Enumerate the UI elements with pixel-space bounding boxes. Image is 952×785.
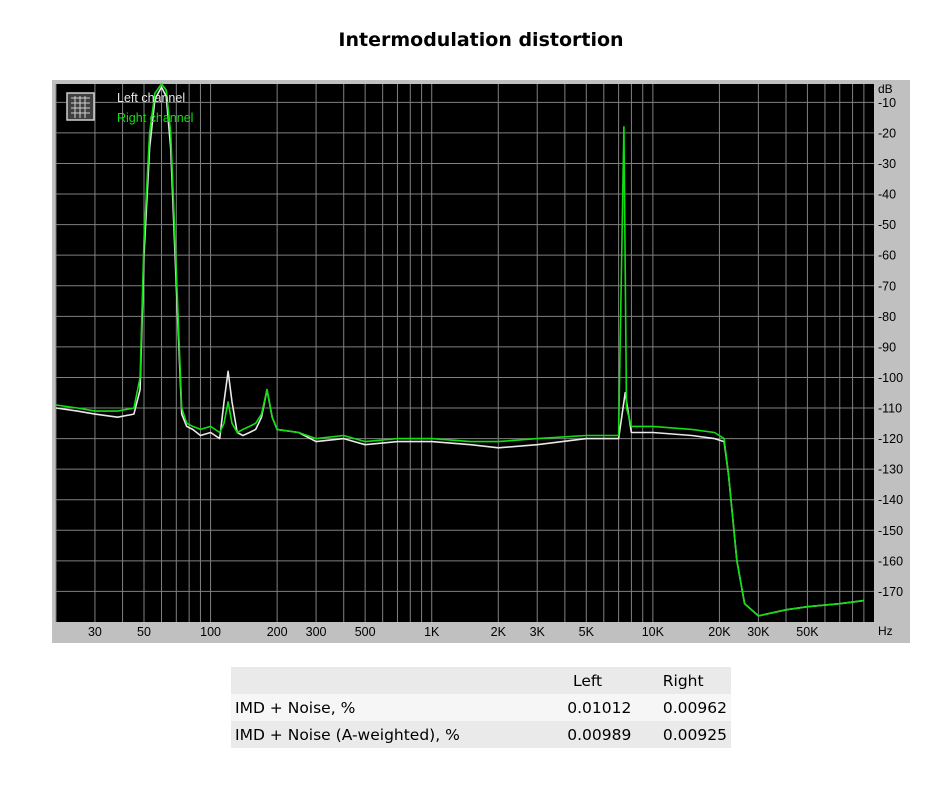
x-tick-label: 50K bbox=[796, 625, 819, 639]
x-axis-ticks: 30 50 100 200 300 500 1K 2K 3K 5K 10K 20K 30K 50K bbox=[88, 625, 819, 639]
x-tick-label: 10K bbox=[642, 625, 665, 639]
y-tick-label: -80 bbox=[878, 310, 896, 324]
results-row-label: IMD + Noise (A-weighted), % bbox=[235, 725, 460, 744]
results-header-left: Left bbox=[572, 671, 603, 690]
y-tick-label: -50 bbox=[878, 218, 896, 232]
x-tick-label: 1K bbox=[424, 625, 440, 639]
y-tick-label: -140 bbox=[878, 493, 903, 507]
results-row-left-value: 0.01012 bbox=[567, 698, 632, 717]
results-header-row: Left Right bbox=[231, 667, 731, 694]
series-line-right-channel bbox=[55, 83, 865, 617]
y-tick-label: -30 bbox=[878, 157, 896, 171]
y-tick-label: -110 bbox=[878, 402, 902, 416]
results-row-right-value: 0.00925 bbox=[662, 725, 727, 744]
y-tick-label: -90 bbox=[878, 340, 896, 354]
y-unit-label: dB bbox=[878, 82, 893, 96]
legend-grid-icon bbox=[71, 96, 90, 118]
spectrum-chart-svg: 30 50 100 200 300 500 1K 2K 3K 5K 10K 20K 30K 50K -10… bbox=[52, 80, 910, 643]
page-title: Intermodulation distortion bbox=[338, 29, 624, 51]
series-group bbox=[55, 83, 865, 617]
grid bbox=[55, 84, 874, 622]
legend-right-channel: Right channel bbox=[117, 111, 193, 125]
y-tick-label: -100 bbox=[878, 371, 903, 385]
y-tick-label: -160 bbox=[878, 554, 903, 568]
results-row: IMD + Noise (A-weighted), % 0.00989 0.00… bbox=[231, 721, 731, 748]
plot-area bbox=[56, 84, 874, 622]
x-tick-label: 100 bbox=[200, 625, 221, 639]
x-tick-label: 200 bbox=[267, 625, 288, 639]
x-tick-label: 30 bbox=[88, 625, 102, 639]
x-tick-label: 20K bbox=[708, 625, 731, 639]
y-tick-label: -40 bbox=[878, 188, 896, 202]
x-tick-label: 300 bbox=[306, 625, 327, 639]
x-tick-label: 50 bbox=[137, 625, 151, 639]
x-unit-label: Hz bbox=[878, 624, 893, 638]
legend-left-channel: Left channel bbox=[117, 91, 185, 105]
results-row-label: IMD + Noise, % bbox=[235, 698, 356, 717]
x-tick-label: 30K bbox=[747, 625, 770, 639]
x-tick-label: 2K bbox=[491, 625, 507, 639]
legend: Left channel Right channel bbox=[66, 91, 193, 125]
y-tick-label: -120 bbox=[878, 432, 903, 446]
y-axis-ticks: -10 -20 -30 -40 -50 -60 -70 -80 -90 -100 -110 -120 -… bbox=[878, 96, 903, 599]
x-tick-label: 500 bbox=[355, 625, 376, 639]
y-tick-label: -10 bbox=[878, 96, 896, 110]
results-table: Left Right IMD + Noise, % 0.01012 0.0096… bbox=[231, 667, 731, 748]
y-tick-label: -20 bbox=[878, 126, 896, 140]
y-tick-label: -70 bbox=[878, 279, 896, 293]
results-row: IMD + Noise, % 0.01012 0.00962 bbox=[231, 694, 731, 721]
x-tick-label: 5K bbox=[579, 625, 595, 639]
x-tick-label: 3K bbox=[530, 625, 546, 639]
results-row-left-value: 0.00989 bbox=[567, 725, 632, 744]
y-tick-label: -130 bbox=[878, 463, 903, 477]
results-header-blank bbox=[231, 667, 540, 694]
y-tick-label: -150 bbox=[878, 524, 903, 538]
y-tick-label: -60 bbox=[878, 249, 896, 263]
y-tick-label: -170 bbox=[878, 585, 903, 599]
results-header-right: Right bbox=[662, 671, 704, 690]
results-row-right-value: 0.00962 bbox=[662, 698, 727, 717]
spectrum-chart: 30 50 100 200 300 500 1K 2K 3K 5K 10K 20K 30K 50K -10… bbox=[52, 80, 910, 643]
